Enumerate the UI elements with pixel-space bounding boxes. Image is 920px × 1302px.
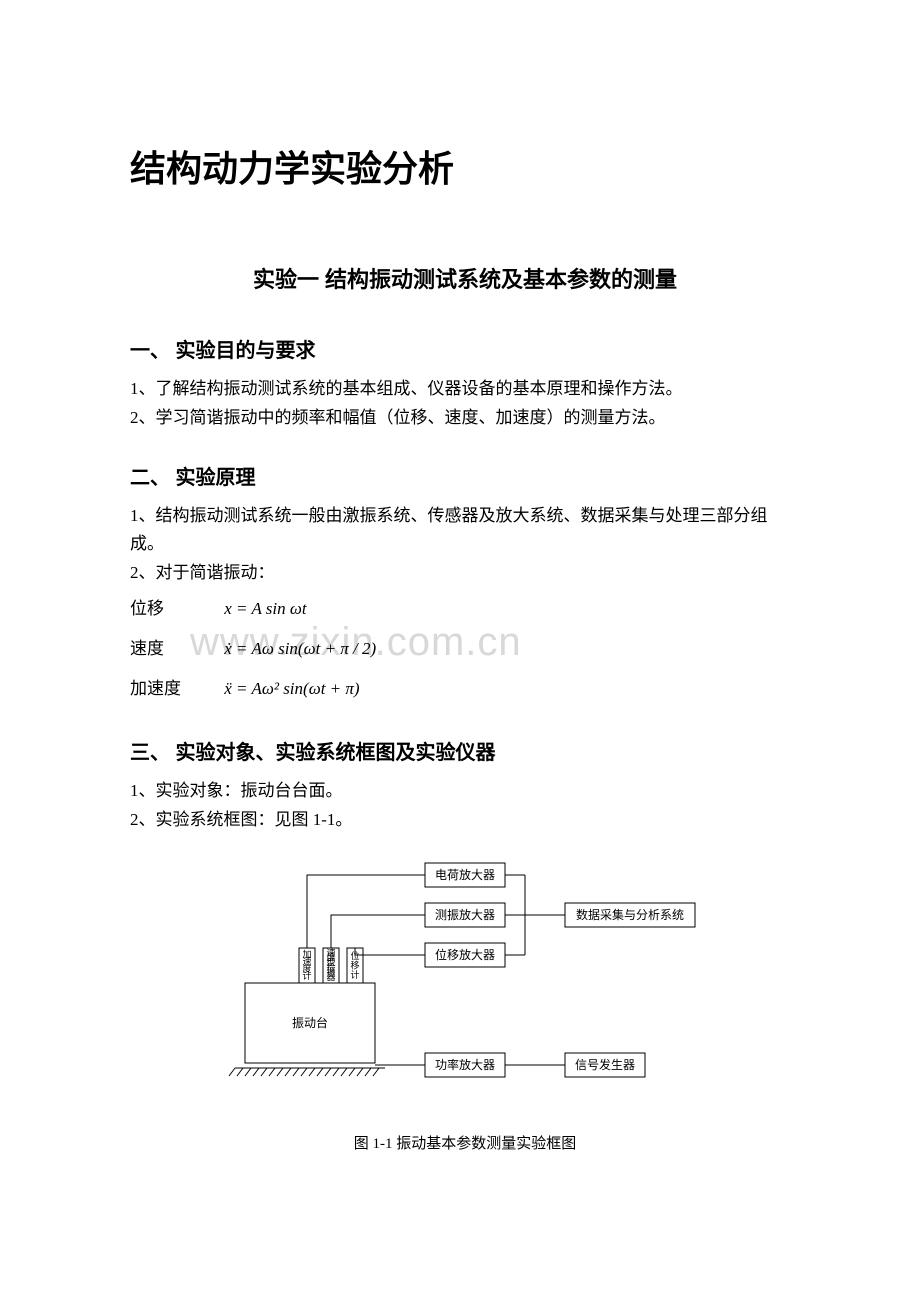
eq-velocity: 速度 ẋ = Aω sin(ωt + π / 2) — [130, 632, 800, 666]
section3-head: 三、 实验对象、实验系统框图及实验仪器 — [130, 736, 800, 765]
figure-block-diagram: 振动台加速度计速度型捡振器位移计电荷放大器测振放大器位移放大器数据采集与分析系统… — [130, 853, 800, 1118]
section3-p2: 2、实验系统框图：见图 1-1。 — [130, 806, 800, 833]
eq3-label: 加速度 — [130, 672, 220, 706]
svg-text:功率放大器: 功率放大器 — [435, 1057, 495, 1072]
svg-text:数据采集与分析系统: 数据采集与分析系统 — [576, 907, 684, 922]
svg-text:移: 移 — [350, 960, 359, 971]
eq-acceleration: 加速度 ẍ = Aω² sin(ωt + π) — [130, 672, 800, 706]
svg-text:计: 计 — [302, 970, 311, 981]
section2-p2: 2、对于简谐振动： — [130, 559, 800, 586]
section1-p1: 1、了解结构振动测试系统的基本组成、仪器设备的基本原理和操作方法。 — [130, 375, 800, 402]
eq-displacement: 位移 x = A sin ωt — [130, 592, 800, 626]
eq2-label: 速度 — [130, 632, 220, 666]
svg-text:电荷放大器: 电荷放大器 — [435, 867, 495, 882]
figure-caption: 图 1-1 振动基本参数测量实验框图 — [130, 1132, 800, 1153]
svg-text:测振放大器: 测振放大器 — [435, 907, 495, 922]
section3-p1: 1、实验对象：振动台台面。 — [130, 777, 800, 804]
eq1-label: 位移 — [130, 592, 220, 626]
sub-title: 实验一 结构振动测试系统及基本参数的测量 — [130, 262, 800, 294]
section1-head: 一、 实验目的与要求 — [130, 334, 800, 363]
svg-text:位移放大器: 位移放大器 — [435, 947, 495, 962]
svg-text:器: 器 — [326, 972, 335, 982]
section2-head: 二、 实验原理 — [130, 461, 800, 490]
section2-p1: 1、结构振动测试系统一般由激振系统、传感器及放大系统、数据采集与处理三部分组成。 — [130, 502, 800, 556]
svg-text:振动台: 振动台 — [292, 1015, 328, 1030]
svg-text:计: 计 — [350, 969, 359, 980]
eq1-expr: x = A sin ωt — [224, 599, 306, 618]
main-title: 结构动力学实验分析 — [130, 140, 800, 192]
eq3-expr: ẍ = Aω² sin(ωt + π) — [224, 679, 359, 698]
section1-p2: 2、学习简谐振动中的频率和幅值（位移、速度、加速度）的测量方法。 — [130, 404, 800, 431]
svg-text:信号发生器: 信号发生器 — [575, 1057, 635, 1072]
eq2-expr: ẋ = Aω sin(ωt + π / 2) — [224, 639, 376, 658]
